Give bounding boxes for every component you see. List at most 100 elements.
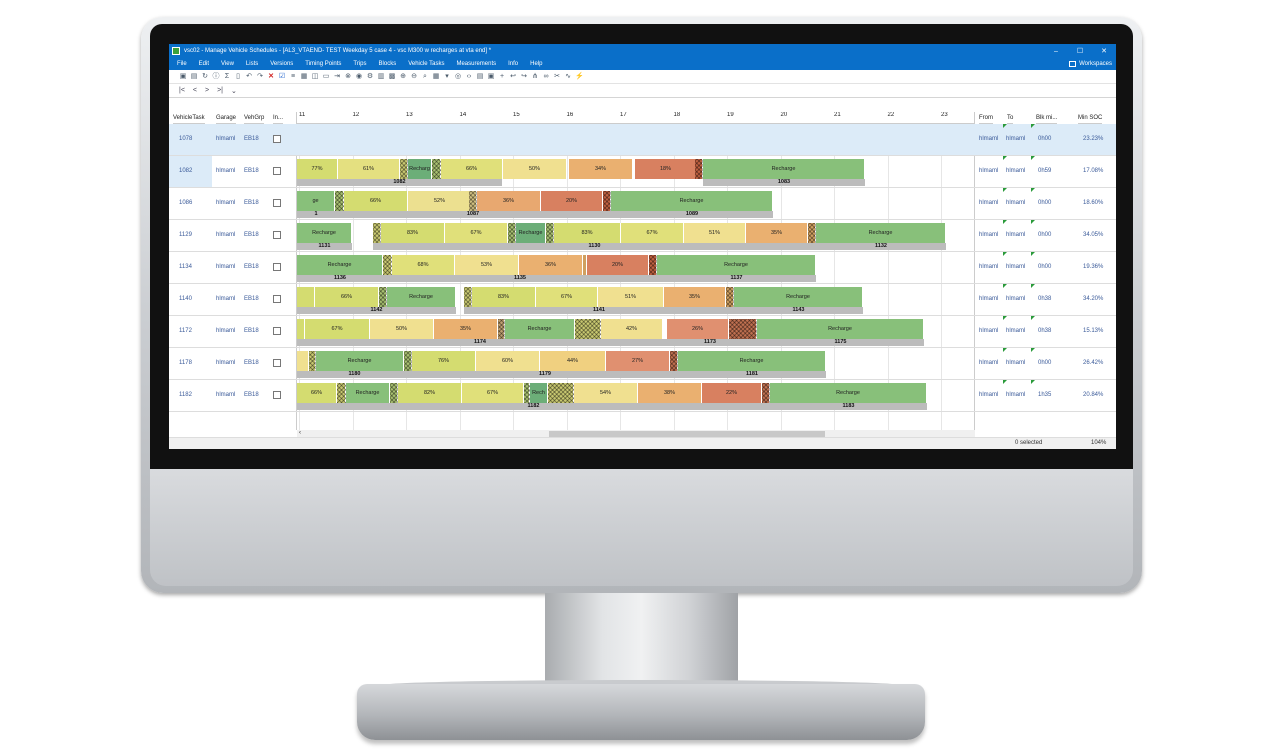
trip-soc-bar[interactable]: 67% xyxy=(305,319,370,339)
trip-soc-bar[interactable]: 50% xyxy=(370,319,434,339)
block-bar[interactable]: 1181 xyxy=(678,371,826,378)
trip-soc-bar[interactable]: 51% xyxy=(684,223,746,243)
recharge-bar[interactable]: Recharge xyxy=(297,255,383,275)
menu-item-blocks[interactable]: Blocks xyxy=(378,61,397,67)
deadhead-bar[interactable] xyxy=(498,319,505,339)
block-bar[interactable]: 1141 xyxy=(464,307,734,314)
sum-icon[interactable]: Σ xyxy=(224,72,230,80)
menu-item-versions[interactable]: Versions xyxy=(270,61,294,67)
table-row[interactable]: 1172 hlmaml EB18 hlmaml hlmaml 0h38 15.13% xyxy=(169,316,1116,348)
block-bar[interactable]: 1175 xyxy=(757,339,924,346)
deadhead-bar[interactable] xyxy=(762,383,770,403)
trip-soc-bar[interactable]: 53% xyxy=(455,255,519,275)
chain-icon[interactable]: ∞ xyxy=(543,72,549,80)
column-header-vehgrp[interactable]: VehGrp xyxy=(244,112,265,124)
vehicle-task-id[interactable]: 1082 xyxy=(179,168,193,174)
table-row[interactable]: 1078 hlmaml EB18 hlmaml hlmaml 0h00 23.23% xyxy=(169,124,1116,156)
deadhead-bar[interactable] xyxy=(309,351,316,371)
deadhead-bar[interactable] xyxy=(297,319,305,339)
split-icon[interactable]: ⇥ xyxy=(334,72,340,80)
vehicle-task-id[interactable]: 1178 xyxy=(179,360,192,366)
merge-icon[interactable]: ⋔ xyxy=(532,72,538,80)
image-icon[interactable]: ▣ xyxy=(487,72,495,80)
trip-soc-bar[interactable]: 35% xyxy=(664,287,726,307)
trip-soc-bar[interactable]: ge xyxy=(297,191,335,211)
undo-icon[interactable]: ↶ xyxy=(246,72,252,80)
trip-soc-bar[interactable]: 66% xyxy=(297,383,337,403)
table-row[interactable]: 1178 hlmaml EB18 hlmaml hlmaml 0h00 26.42% xyxy=(169,348,1116,380)
recharge-bar[interactable]: Recharge xyxy=(816,223,946,243)
deadhead-bar[interactable] xyxy=(583,255,587,275)
scrollbar-thumb[interactable] xyxy=(549,431,825,437)
info-icon[interactable]: ⓘ xyxy=(212,72,220,80)
next-record-button[interactable]: > xyxy=(205,87,210,94)
horizontal-scrollbar[interactable]: ‹ › xyxy=(297,430,975,438)
trip-soc-bar[interactable]: 36% xyxy=(477,191,541,211)
deadhead-bar[interactable] xyxy=(335,191,344,211)
trip-soc-bar[interactable]: 82% xyxy=(398,383,462,403)
workspaces-menu[interactable]: Workspaces xyxy=(1069,61,1112,67)
recharge-bar[interactable]: Recharge xyxy=(516,223,546,243)
bus-icon[interactable]: ▭ xyxy=(322,72,330,80)
block-bar[interactable]: 1137 xyxy=(657,275,816,282)
recharge-bar[interactable]: Recharge xyxy=(346,383,390,403)
column-header-min-soc[interactable]: Min SOC xyxy=(1078,112,1103,124)
grid-icon[interactable]: ▦ xyxy=(300,72,308,80)
deadhead-bar[interactable] xyxy=(464,287,472,307)
vehicle-task-id[interactable]: 1129 xyxy=(179,232,192,238)
deadhead-bar[interactable] xyxy=(379,287,387,307)
table-row[interactable]: 1134 hlmaml EB18 hlmaml hlmaml 0h00 19.36% xyxy=(169,252,1116,284)
menu-item-help[interactable]: Help xyxy=(530,61,543,67)
deadhead-bar[interactable] xyxy=(575,319,601,339)
deadhead-bar[interactable] xyxy=(404,351,412,371)
include-checkbox[interactable] xyxy=(273,167,281,175)
block-bar[interactable]: 1136 xyxy=(297,275,383,282)
minimize-button[interactable]: – xyxy=(1054,47,1058,55)
trip-soc-bar[interactable]: 66% xyxy=(344,191,408,211)
recharge-bar[interactable]: Recharge xyxy=(387,287,456,307)
deadhead-bar[interactable] xyxy=(726,287,734,307)
trip-soc-bar[interactable]: 44% xyxy=(540,351,606,371)
settings-icon[interactable]: ⚙ xyxy=(366,72,374,80)
block-bar[interactable]: 1143 xyxy=(734,307,863,314)
recharge-bar[interactable]: Recharge xyxy=(505,319,575,339)
delete-icon[interactable]: ✕ xyxy=(268,72,274,80)
deadhead-bar[interactable] xyxy=(808,223,816,243)
target-icon[interactable]: ◎ xyxy=(454,72,462,80)
layers-icon[interactable]: ◫ xyxy=(311,72,319,80)
recharge-bar[interactable]: Recharge xyxy=(678,351,826,371)
vehicle-task-id[interactable]: 1078 xyxy=(179,136,193,142)
clipboard-icon[interactable]: ▯ xyxy=(236,72,240,80)
block-bar[interactable]: 1180 xyxy=(297,371,412,378)
deadhead-bar[interactable] xyxy=(508,223,516,243)
map-icon[interactable]: ▩ xyxy=(388,72,396,80)
recharge-bar[interactable]: Recharge xyxy=(770,383,927,403)
trip-soc-bar[interactable]: 54% xyxy=(574,383,638,403)
column-header-from[interactable]: From xyxy=(979,112,993,124)
deadhead-bar[interactable] xyxy=(337,383,346,403)
menu-item-info[interactable]: Info xyxy=(508,61,519,67)
block-bar[interactable]: 1087 xyxy=(335,211,611,218)
block-bar[interactable]: 1132 xyxy=(816,243,946,250)
recharge-bar[interactable]: Recharge xyxy=(297,223,352,243)
menu-item-vehicle-tasks[interactable]: Vehicle Tasks xyxy=(408,61,445,67)
column-header-in[interactable]: In... xyxy=(273,112,284,124)
block-bar[interactable]: 1131 xyxy=(297,243,352,250)
vehicle-task-id[interactable]: 1172 xyxy=(179,328,192,334)
deadhead-bar[interactable] xyxy=(469,191,477,211)
trip-soc-bar[interactable]: 26% xyxy=(667,319,729,339)
recharge-bar[interactable]: Recharge xyxy=(757,319,924,339)
trip-soc-bar[interactable]: 36% xyxy=(519,255,583,275)
save-icon[interactable]: ▣ xyxy=(179,72,187,80)
trip-soc-bar[interactable]: 20% xyxy=(541,191,603,211)
block-bar[interactable]: 1179 xyxy=(412,371,678,378)
back-icon[interactable]: ↩ xyxy=(510,72,516,80)
deadhead-bar[interactable] xyxy=(297,287,315,307)
include-checkbox[interactable] xyxy=(273,231,281,239)
eye-icon[interactable]: ◉ xyxy=(355,72,363,80)
block-bar[interactable]: 1173 xyxy=(663,339,757,346)
table-row[interactable]: 1182 hlmaml EB18 hlmaml hlmaml 1h35 20.84% xyxy=(169,380,1116,412)
chart-line-icon[interactable]: ∿ xyxy=(565,72,571,80)
deadhead-bar[interactable] xyxy=(649,255,657,275)
trip-soc-bar[interactable]: 22% xyxy=(702,383,762,403)
